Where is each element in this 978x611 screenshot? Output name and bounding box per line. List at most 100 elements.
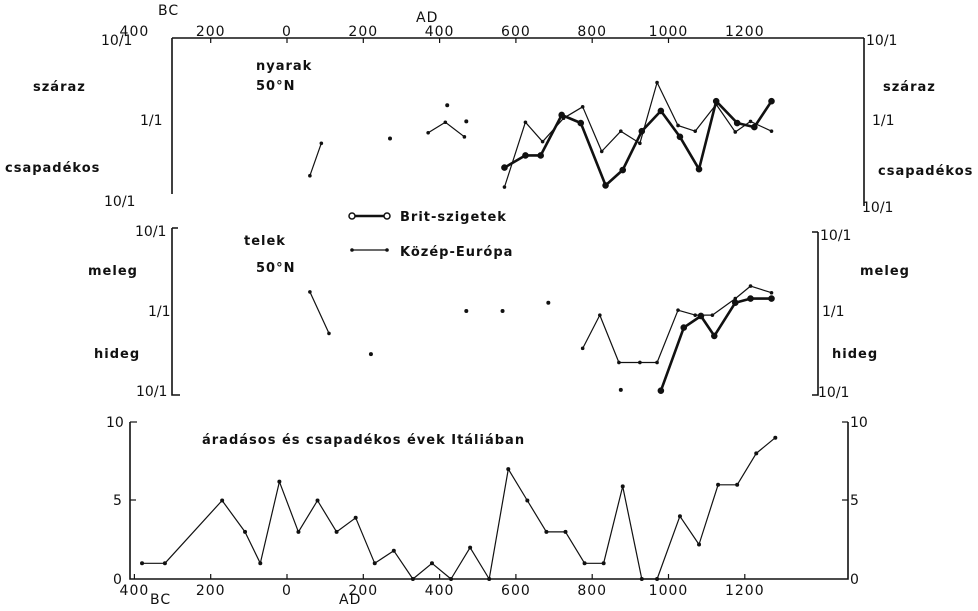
summers-ce-dot-0 bbox=[388, 136, 393, 141]
italy-panel: 10 5 0 10 5 0 áradásos és csapadékos éve… bbox=[106, 415, 868, 588]
bottom-xtick-7: 1000 bbox=[649, 583, 689, 599]
winters-ce-dot-0 bbox=[368, 352, 373, 357]
summers-brit-point-7 bbox=[638, 127, 646, 135]
top-xtick-6: 800 bbox=[577, 24, 607, 40]
italy-point-10 bbox=[372, 561, 377, 566]
summer-title: nyarak bbox=[256, 59, 312, 74]
italy-point-26 bbox=[677, 514, 682, 519]
winter-ylabel-cold-right: hideg bbox=[832, 347, 878, 362]
summers-ce-line-2 bbox=[503, 81, 772, 188]
italy-point-20 bbox=[563, 529, 568, 534]
summers-brit-point-0 bbox=[501, 164, 508, 171]
summers-brit-point-11 bbox=[712, 97, 720, 105]
winters-ce-point-0-0 bbox=[308, 290, 312, 294]
winters-brit-point-3 bbox=[710, 332, 718, 340]
summers-ce-line-1 bbox=[427, 121, 465, 138]
top-xtick-0: 400 bbox=[120, 24, 150, 40]
summer-ytick-top-right: 10/1 bbox=[866, 33, 897, 49]
bottom-xtick-3: 200 bbox=[348, 583, 378, 599]
summer-ytick-bottom-right: 10/1 bbox=[862, 200, 893, 216]
summers-ce-point-2-10 bbox=[693, 129, 698, 133]
summer-panel-frame bbox=[171, 37, 865, 206]
top-era-ad: AD bbox=[416, 10, 438, 26]
italy-point-30 bbox=[754, 451, 759, 456]
italy-ytick-10-right: 10 bbox=[850, 415, 868, 431]
legend-ce-label: Közép-Európa bbox=[400, 245, 513, 260]
summers-brit-point-2 bbox=[537, 152, 544, 159]
winter-ytick-mid-left: 1/1 bbox=[148, 304, 171, 320]
winters-ce-dot-1 bbox=[464, 309, 469, 313]
summers-brit-point-3 bbox=[558, 111, 565, 119]
top-xtick-5: 600 bbox=[501, 24, 531, 40]
italy-point-5 bbox=[277, 479, 282, 484]
winters-ce-dot-3 bbox=[546, 300, 551, 305]
winters-brit-point-2 bbox=[697, 312, 705, 320]
top-era-bc: BC bbox=[158, 3, 179, 19]
winter-ytick-mid-right: 1/1 bbox=[822, 304, 845, 320]
summers-ce-point-2-5 bbox=[599, 149, 604, 154]
summers-brit-line bbox=[503, 99, 773, 187]
summers-ce-point-0-1 bbox=[319, 141, 324, 146]
winters-ce-point-1-5 bbox=[676, 308, 680, 312]
winter-ylabel-warm-left: meleg bbox=[88, 264, 138, 279]
italy-point-1 bbox=[162, 561, 167, 566]
italy-point-0 bbox=[140, 561, 145, 566]
summer-ytick-top-left: 10/1 bbox=[101, 33, 132, 49]
winter-title: telek bbox=[244, 234, 286, 249]
italy-point-8 bbox=[334, 529, 339, 534]
top-xtick-4: 400 bbox=[425, 24, 455, 40]
top-xtick-1: 200 bbox=[196, 24, 226, 40]
summer-ylabel-dry-left: száraz bbox=[33, 80, 86, 95]
summers-brit-point-1 bbox=[522, 152, 529, 159]
legend-ce-marker-right bbox=[385, 248, 389, 252]
summer-ylabel-wet-right: csapadékos bbox=[878, 164, 973, 179]
summers-ce-point-2-0 bbox=[502, 185, 507, 189]
winters-brit-point-6 bbox=[768, 295, 775, 302]
summers-ce-point-2-9 bbox=[676, 123, 680, 128]
winters-brit-point-0 bbox=[657, 387, 665, 394]
bottom-xtick-1: 200 bbox=[196, 583, 226, 599]
winters-ce-point-1-9 bbox=[748, 284, 753, 288]
summers-ce-point-2-4 bbox=[580, 105, 585, 109]
italy-point-18 bbox=[525, 498, 530, 503]
italy-point-3 bbox=[243, 529, 248, 534]
summers-brit-point-6 bbox=[619, 166, 627, 174]
winter-ytick-bottom-left: 10/1 bbox=[136, 384, 167, 400]
italy-point-2 bbox=[220, 498, 225, 503]
italy-point-29 bbox=[735, 482, 740, 487]
bottom-xtick-5: 600 bbox=[501, 583, 531, 599]
italy-ytick-0-right: 0 bbox=[850, 572, 859, 588]
summers-ce-line-0 bbox=[309, 143, 322, 176]
italy-point-9 bbox=[353, 515, 358, 520]
italy-point-27 bbox=[697, 542, 702, 547]
italy-ytick-10-left: 10 bbox=[106, 415, 124, 431]
legend-brit-marker-right bbox=[383, 212, 391, 220]
winters-ce-point-1-1 bbox=[598, 313, 602, 317]
italy-point-13 bbox=[429, 561, 434, 566]
bottom-era-ad: AD bbox=[339, 592, 361, 606]
legend-brit-label: Brit-szigetek bbox=[400, 210, 507, 225]
winters-ce-point-0-1 bbox=[327, 331, 331, 336]
summer-ytick-bottom-left: 10/1 bbox=[104, 194, 135, 210]
bottom-xtick-4: 400 bbox=[425, 583, 455, 599]
italy-ytick-5-right: 5 bbox=[850, 493, 859, 509]
italy-title: áradásos és csapadékos évek Itáliában bbox=[202, 433, 525, 448]
legend-brit-marker-left bbox=[348, 212, 356, 220]
winters-ce-point-1-0 bbox=[580, 346, 585, 351]
italy-point-25 bbox=[655, 577, 660, 581]
summers-ce-dot-1 bbox=[445, 103, 450, 108]
italy-point-15 bbox=[468, 545, 473, 550]
italy-point-31 bbox=[773, 435, 778, 440]
summers-brit-point-12 bbox=[733, 119, 741, 127]
winters-ce-dot-2 bbox=[500, 309, 505, 313]
bottom-xtick-8: 1200 bbox=[725, 583, 765, 599]
italy-point-11 bbox=[391, 548, 396, 553]
italy-point-7 bbox=[315, 498, 320, 503]
summers-brit-point-4 bbox=[577, 119, 585, 127]
summers-brit-point-10 bbox=[695, 165, 703, 173]
summers-ce-point-2-2 bbox=[540, 139, 545, 144]
winters-brit-point-4 bbox=[731, 299, 739, 307]
summers-ce-point-2-14 bbox=[769, 129, 774, 133]
